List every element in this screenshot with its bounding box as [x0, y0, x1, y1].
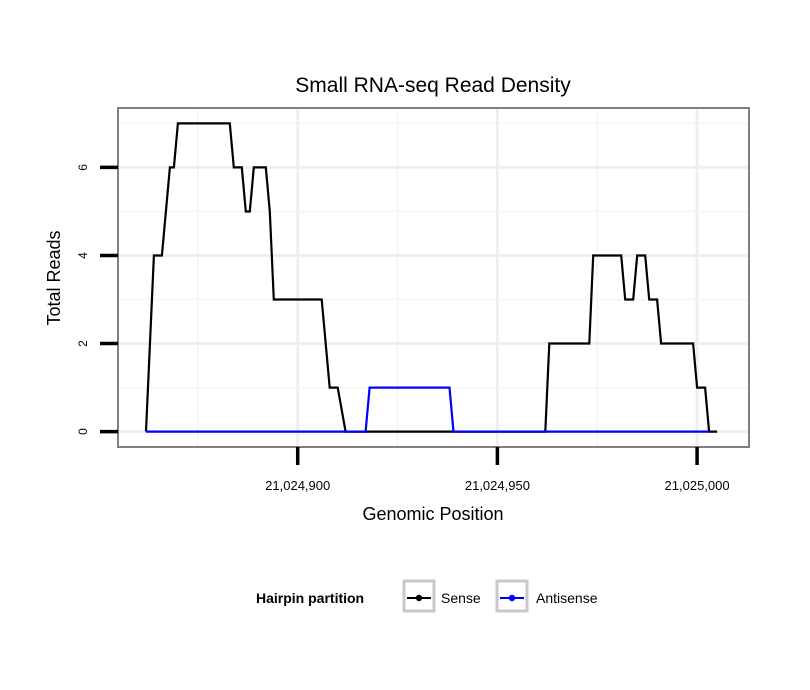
grid: [118, 108, 749, 447]
series-group: [144, 122, 718, 433]
legend-key-antisense: [495, 579, 529, 613]
y-tick-label: 2: [76, 340, 90, 347]
legend-label-sense: Sense: [441, 590, 481, 606]
y-tick-label: 6: [76, 164, 90, 171]
legend-item-antisense: Antisense: [495, 579, 598, 613]
series-line-sense: [144, 122, 718, 433]
legend-dot-antisense: [508, 594, 516, 602]
x-axis: 21,024,900 21,024,950 21,025,000: [265, 447, 730, 493]
chart-title: Small RNA-seq Read Density: [295, 74, 571, 97]
x-tick-label: 21,025,000: [665, 478, 730, 493]
y-axis: 0 2 4 6: [76, 164, 118, 435]
series-line-antisense: [146, 386, 710, 433]
legend-key-sense: [402, 579, 436, 613]
y-axis-title: Total Reads: [44, 230, 64, 325]
legend-dot-sense: [415, 594, 423, 602]
legend-title: Hairpin partition: [256, 590, 364, 606]
x-tick-label: 21,024,900: [265, 478, 330, 493]
legend-label-antisense: Antisense: [536, 590, 598, 606]
x-tick-label: 21,024,950: [465, 478, 530, 493]
x-axis-title: Genomic Position: [362, 504, 503, 524]
y-tick-label: 0: [76, 428, 90, 435]
y-tick-label: 4: [76, 252, 90, 259]
legend-item-sense: Sense: [402, 579, 481, 613]
plot-panel: [117, 107, 750, 448]
legend: Hairpin partition Sense Antisense: [256, 579, 598, 613]
